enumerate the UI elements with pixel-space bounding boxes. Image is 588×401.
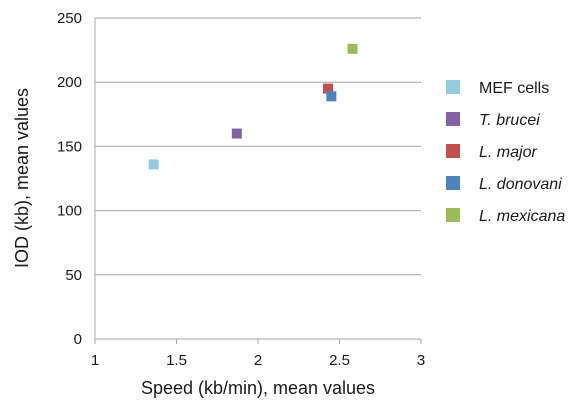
legend-swatch — [446, 112, 460, 126]
y-tick-label: 0 — [74, 331, 82, 348]
legend-label: T. brucei — [479, 112, 540, 129]
x-tick-label: 1.5 — [166, 352, 187, 369]
legend-label: MEF cells — [479, 80, 549, 97]
data-point — [231, 128, 242, 139]
legend-label: L. donovani — [479, 176, 562, 193]
data-point — [148, 159, 159, 170]
legend-swatch — [446, 208, 460, 222]
x-tick-label: 2.5 — [329, 352, 350, 369]
legend-label: L. mexicana — [479, 208, 565, 225]
x-tick-label: 1 — [91, 352, 99, 369]
x-tick-label: 3 — [417, 352, 425, 369]
gridlines — [95, 17, 421, 276]
y-tick-label: 200 — [57, 74, 82, 91]
y-axis-title: IOD (kb), mean values — [12, 88, 32, 268]
data-point — [323, 83, 334, 94]
legend-swatch — [446, 176, 460, 190]
legend-swatch — [446, 144, 460, 158]
legend: MEF cells T. brucei L. major L. donovani L. … — [446, 80, 565, 225]
y-tick-labels: 0 50 100 150 200 250 — [57, 10, 82, 348]
data-point — [347, 43, 358, 54]
legend-swatch — [446, 80, 460, 94]
y-tick-label: 100 — [57, 203, 82, 220]
y-tick-label: 50 — [65, 267, 82, 284]
x-tick-label: 2 — [254, 352, 262, 369]
y-tick-label: 250 — [57, 10, 82, 27]
data-points — [148, 43, 358, 170]
legend-label: L. major — [479, 144, 537, 161]
data-point — [326, 91, 337, 102]
x-tick-labels: 1 1.5 2 2.5 3 — [91, 352, 425, 369]
y-tick-label: 150 — [57, 138, 82, 155]
x-axis-title: Speed (kb/min), mean values — [141, 378, 375, 398]
axes — [94, 18, 422, 344]
